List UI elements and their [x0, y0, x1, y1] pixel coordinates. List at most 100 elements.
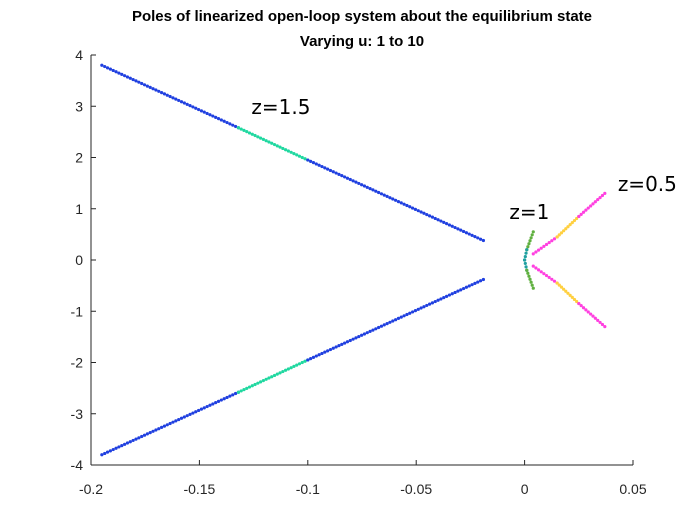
- pole-point: [371, 328, 375, 332]
- pole-point: [286, 367, 290, 371]
- pole-point: [278, 371, 282, 375]
- pole-point: [523, 258, 527, 262]
- data-marks: [100, 63, 607, 457]
- pole-point: [436, 298, 440, 302]
- pole-point: [555, 235, 559, 239]
- pole-point: [575, 299, 579, 304]
- pole-point: [311, 355, 316, 359]
- pole-point: [422, 211, 426, 215]
- pole-point: [157, 89, 161, 93]
- pole-point: [544, 273, 549, 278]
- pole-point: [396, 316, 401, 321]
- pole-point: [456, 289, 460, 293]
- y-tick-label: -1: [71, 303, 84, 319]
- y-tick-label: -2: [71, 355, 84, 371]
- pole-point: [289, 150, 293, 154]
- pole-point: [575, 216, 579, 221]
- pole-point: [473, 235, 477, 239]
- plot-area: -0.2 -0.15 -0.1 -0.05 0 0.05 4 3 2 1 0 -1 -2 -3 -4 z=…: [71, 47, 677, 497]
- pole-point: [182, 415, 186, 419]
- pole-point: [140, 81, 144, 86]
- pole-point: [439, 297, 443, 301]
- pole-point: [525, 268, 529, 272]
- pole-point: [196, 408, 201, 413]
- x-tick-label: 0.05: [619, 481, 646, 497]
- pole-point: [137, 436, 141, 440]
- pole-point: [570, 295, 574, 300]
- y-tick-label: 1: [75, 201, 83, 217]
- pole-point: [256, 381, 260, 385]
- pole-point: [577, 301, 581, 306]
- pole-point: [396, 199, 401, 204]
- pole-point: [584, 308, 588, 312]
- pole-point: [439, 219, 443, 223]
- y-tick-label: 2: [75, 150, 83, 166]
- pole-point: [362, 332, 367, 336]
- pole-point: [108, 67, 112, 71]
- pole-point: [427, 214, 432, 218]
- pole-point: [328, 168, 333, 173]
- pole-point: [108, 449, 112, 453]
- pole-point: [145, 84, 149, 88]
- pole-point: [568, 293, 572, 297]
- pole-point: [264, 377, 268, 381]
- pole-point: [593, 316, 597, 320]
- pole-point: [148, 431, 152, 435]
- pole-point: [476, 236, 480, 240]
- pole-point: [309, 159, 313, 163]
- pole-point: [228, 122, 232, 126]
- pole-point: [314, 162, 318, 166]
- pole-point: [247, 131, 252, 135]
- pole-point: [148, 85, 152, 89]
- pole-point: [219, 118, 223, 122]
- pole-point: [598, 195, 602, 200]
- pole-point: [177, 98, 181, 103]
- pole-point: [281, 369, 285, 374]
- pole-point: [343, 175, 347, 179]
- pole-point: [534, 266, 538, 270]
- pole-point: [134, 437, 138, 441]
- pole-point: [259, 136, 263, 140]
- pole-point: [306, 158, 310, 162]
- pole-point: [528, 277, 532, 281]
- pole-point: [253, 382, 257, 387]
- pole-point: [354, 180, 358, 184]
- pole-point: [572, 297, 577, 302]
- pole-point: [481, 277, 486, 282]
- pole-point: [216, 399, 221, 403]
- pole-point: [286, 149, 290, 153]
- pole-point: [300, 360, 304, 365]
- pole-point: [337, 344, 341, 348]
- pole-point: [103, 451, 107, 456]
- pole-point: [334, 345, 338, 349]
- pole-point: [264, 139, 268, 143]
- x-tick-label: -0.1: [296, 481, 320, 497]
- pole-point: [542, 244, 546, 248]
- pole-point: [236, 390, 241, 394]
- pole-point: [527, 274, 531, 278]
- pole-point: [105, 66, 110, 70]
- pole-point: [157, 427, 161, 431]
- y-tick-label: -4: [71, 457, 84, 473]
- pole-point: [188, 412, 192, 416]
- pole-point: [360, 183, 364, 187]
- pole-point: [270, 375, 274, 379]
- pole-point: [168, 421, 172, 426]
- pole-point: [351, 337, 355, 341]
- pole-point: [191, 105, 195, 109]
- pole-point: [531, 264, 535, 268]
- pole-point: [478, 279, 483, 283]
- pole-point: [214, 401, 218, 405]
- pole-point: [453, 225, 457, 230]
- pole-point: [467, 284, 471, 288]
- pole-point: [528, 239, 532, 243]
- pole-point: [411, 206, 415, 210]
- pole-point: [362, 184, 367, 188]
- pole-point: [564, 227, 568, 231]
- pole-point: [171, 96, 175, 100]
- pole-point: [275, 372, 279, 376]
- pole-point: [297, 154, 302, 158]
- pole-point: [211, 114, 215, 118]
- pole-point: [345, 176, 350, 180]
- pole-point: [570, 220, 574, 225]
